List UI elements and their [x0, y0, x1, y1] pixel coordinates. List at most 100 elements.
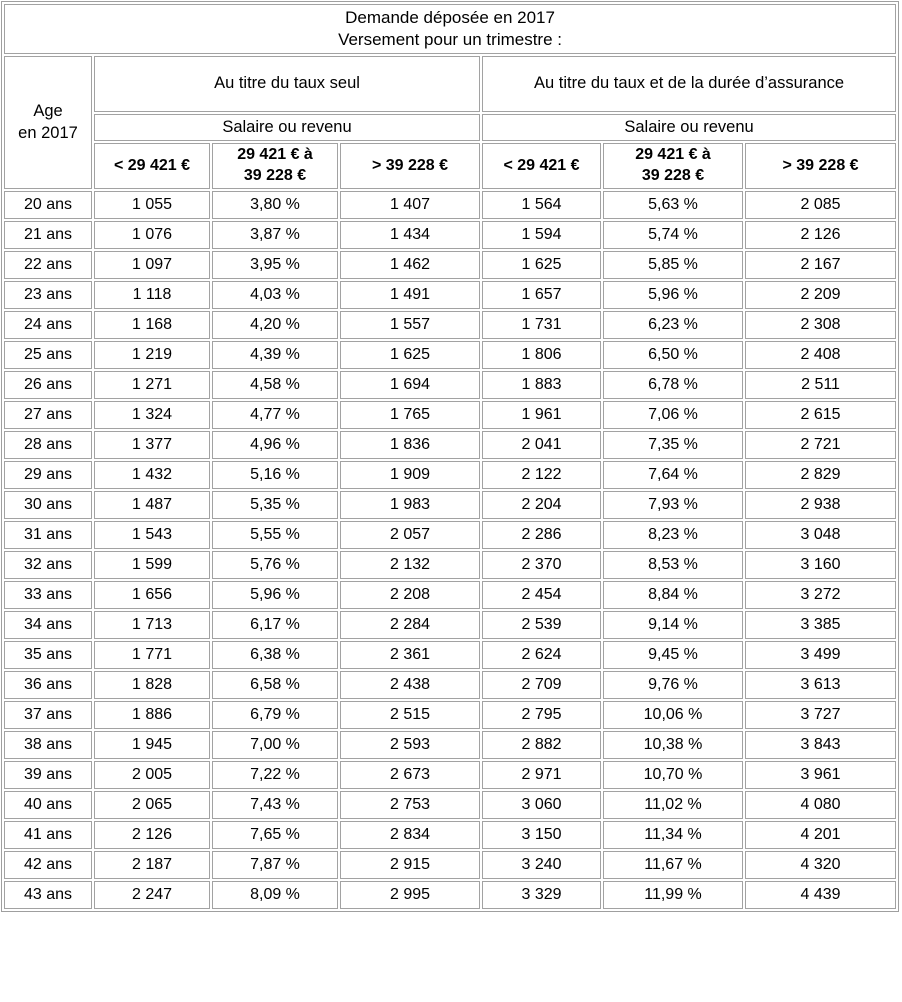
- age-column-header: Age en 2017: [4, 56, 92, 189]
- value-cell: 1 168: [94, 311, 210, 339]
- value-cell: 4 320: [745, 851, 897, 879]
- value-cell: 2 438: [340, 671, 480, 699]
- table-row: 23 ans 1 118 4,03 % 1 491 1 657 5,96 % 2 209: [4, 281, 897, 309]
- age-cell: 25 ans: [4, 341, 92, 369]
- value-cell: 1 771: [94, 641, 210, 669]
- value-cell: 1 219: [94, 341, 210, 369]
- age-cell: 23 ans: [4, 281, 92, 309]
- age-cell: 20 ans: [4, 191, 92, 219]
- age-cell: 33 ans: [4, 581, 92, 609]
- value-cell: 1 377: [94, 431, 210, 459]
- value-cell: 6,23 %: [603, 311, 743, 339]
- value-cell: 4 080: [745, 791, 897, 819]
- value-cell: 1 656: [94, 581, 210, 609]
- value-cell: 10,70 %: [603, 761, 743, 789]
- age-cell: 29 ans: [4, 461, 92, 489]
- quarterly-payment-table: Demande déposée en 2017 Versement pour u…: [1, 1, 900, 912]
- group-header-taux-seul: Au titre du taux seul: [94, 56, 480, 112]
- value-cell: 3 060: [482, 791, 601, 819]
- value-cell: 6,79 %: [212, 701, 338, 729]
- value-cell: 1 731: [482, 311, 601, 339]
- value-cell: 1 491: [340, 281, 480, 309]
- value-cell: 3 613: [745, 671, 897, 699]
- value-cell: 1 983: [340, 491, 480, 519]
- table-row: 36 ans 1 828 6,58 % 2 438 2 709 9,76 % 3 613: [4, 671, 897, 699]
- value-cell: 1 765: [340, 401, 480, 429]
- value-cell: 7,35 %: [603, 431, 743, 459]
- range-header-mid: 29 421 € à 39 228 €: [603, 143, 743, 189]
- table-row: 27 ans 1 324 4,77 % 1 765 1 961 7,06 % 2 615: [4, 401, 897, 429]
- value-cell: 1 961: [482, 401, 601, 429]
- range-header-lt: < 29 421 €: [482, 143, 601, 189]
- value-cell: 1 118: [94, 281, 210, 309]
- group-header-row: Age en 2017 Au titre du taux seul Au tit…: [4, 56, 897, 189]
- value-cell: 2 057: [340, 521, 480, 549]
- value-cell: 4,96 %: [212, 431, 338, 459]
- value-cell: 7,93 %: [603, 491, 743, 519]
- value-cell: 2 624: [482, 641, 601, 669]
- value-cell: 2 122: [482, 461, 601, 489]
- value-cell: 1 886: [94, 701, 210, 729]
- range-header-lt: < 29 421 €: [94, 143, 210, 189]
- value-cell: 2 454: [482, 581, 601, 609]
- value-cell: 11,34 %: [603, 821, 743, 849]
- value-cell: 3 150: [482, 821, 601, 849]
- value-cell: 2 204: [482, 491, 601, 519]
- value-cell: 2 208: [340, 581, 480, 609]
- value-cell: 3 961: [745, 761, 897, 789]
- value-cell: 5,76 %: [212, 551, 338, 579]
- value-cell: 6,17 %: [212, 611, 338, 639]
- range-header-gt: > 39 228 €: [340, 143, 480, 189]
- value-cell: 1 594: [482, 221, 601, 249]
- range-header-gt: > 39 228 €: [745, 143, 897, 189]
- table-row: 42 ans 2 187 7,87 % 2 915 3 240 11,67 % 4 320: [4, 851, 897, 879]
- value-cell: 1 271: [94, 371, 210, 399]
- age-cell: 26 ans: [4, 371, 92, 399]
- value-cell: 2 882: [482, 731, 601, 759]
- value-cell: 2 971: [482, 761, 601, 789]
- value-cell: 1 076: [94, 221, 210, 249]
- value-cell: 7,00 %: [212, 731, 338, 759]
- value-cell: 4,03 %: [212, 281, 338, 309]
- value-cell: 2 085: [745, 191, 897, 219]
- subheader-salaire-left: Salaire ou revenu: [94, 114, 480, 141]
- value-cell: 2 408: [745, 341, 897, 369]
- value-cell: 10,38 %: [603, 731, 743, 759]
- value-cell: 2 132: [340, 551, 480, 579]
- value-cell: 10,06 %: [603, 701, 743, 729]
- value-cell: 2 795: [482, 701, 601, 729]
- value-cell: 1 434: [340, 221, 480, 249]
- age-cell: 30 ans: [4, 491, 92, 519]
- value-cell: 7,64 %: [603, 461, 743, 489]
- value-cell: 5,96 %: [212, 581, 338, 609]
- age-cell: 22 ans: [4, 251, 92, 279]
- value-cell: 3 240: [482, 851, 601, 879]
- value-cell: 2 539: [482, 611, 601, 639]
- value-cell: 1 625: [340, 341, 480, 369]
- value-cell: 1 564: [482, 191, 601, 219]
- value-cell: 11,02 %: [603, 791, 743, 819]
- value-cell: 1 557: [340, 311, 480, 339]
- age-cell: 28 ans: [4, 431, 92, 459]
- subheader-row: Salaire ou revenu Salaire ou revenu: [4, 114, 897, 141]
- value-cell: 11,99 %: [603, 881, 743, 909]
- age-cell: 34 ans: [4, 611, 92, 639]
- value-cell: 7,22 %: [212, 761, 338, 789]
- value-cell: 1 828: [94, 671, 210, 699]
- value-cell: 1 462: [340, 251, 480, 279]
- value-cell: 3 499: [745, 641, 897, 669]
- value-cell: 2 515: [340, 701, 480, 729]
- value-cell: 2 995: [340, 881, 480, 909]
- value-cell: 1 713: [94, 611, 210, 639]
- value-cell: 1 625: [482, 251, 601, 279]
- page-title: Demande déposée en 2017 Versement pour u…: [4, 4, 897, 54]
- value-cell: 2 126: [745, 221, 897, 249]
- age-cell: 40 ans: [4, 791, 92, 819]
- group-header-taux-et-duree: Au titre du taux et de la durée d’assura…: [482, 56, 897, 112]
- value-cell: 1 407: [340, 191, 480, 219]
- value-cell: 3 048: [745, 521, 897, 549]
- age-cell: 38 ans: [4, 731, 92, 759]
- value-cell: 1 543: [94, 521, 210, 549]
- age-cell: 39 ans: [4, 761, 92, 789]
- value-cell: 2 753: [340, 791, 480, 819]
